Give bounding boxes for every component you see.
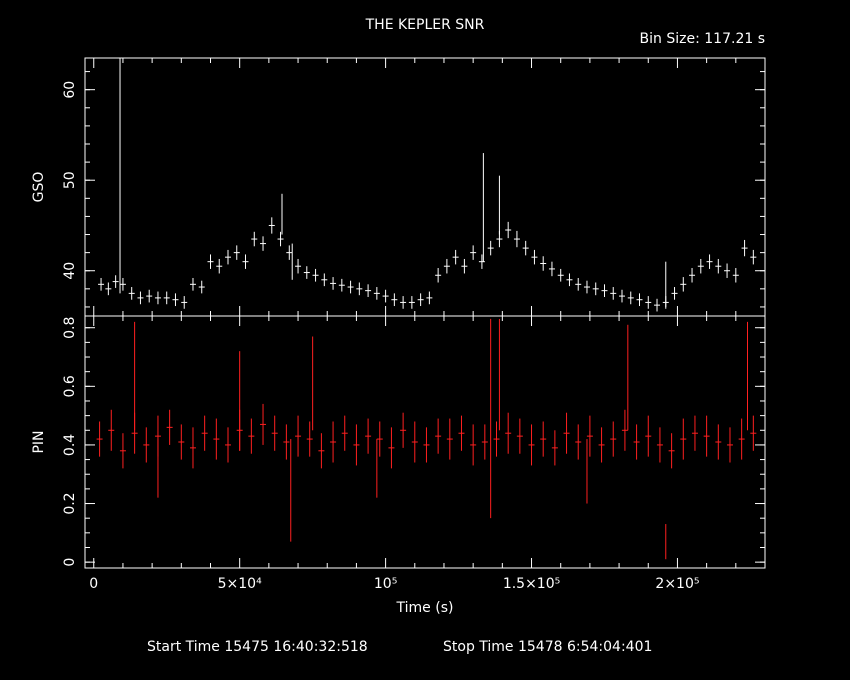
pin-panel: 0 0.2 0.4 0.6 0.8 PIN 0 5×10⁴ 10⁵ 1.5×10⁵ 2×10⁵ (31, 315, 766, 592)
y-tick-label: 50 (62, 171, 78, 189)
y-tick-label: 0.2 (62, 492, 78, 514)
stop-time-label: Stop Time 15478 6:54:04:401 (443, 639, 652, 655)
y-tick-label: 0.8 (62, 317, 78, 339)
undefined-axis-label: PIN (31, 430, 47, 453)
undefined-frame (84, 57, 766, 317)
y-tick-label: 0.4 (62, 434, 78, 456)
gso-panel: 40 50 60 GSO (31, 57, 766, 317)
x-tick-label: 1.5×10⁵ (503, 576, 560, 592)
start-time-label: Start Time 15475 16:40:32:518 (147, 639, 368, 655)
x-tick-label: 10⁵ (374, 576, 397, 592)
undefined-frame (84, 315, 766, 569)
undefined-axis-label: GSO (31, 172, 47, 203)
x-axis-label: Time (s) (396, 600, 454, 616)
bin-size-label: Bin Size: 117.21 s (640, 31, 765, 47)
y-tick-label: 60 (62, 81, 78, 99)
chart-title: THE KEPLER SNR (365, 17, 485, 33)
x-tick-label: 5×10⁴ (218, 576, 262, 592)
y-tick-label: 0 (62, 558, 78, 567)
x-tick-label: 0 (89, 576, 98, 592)
y-tick-label: 40 (62, 262, 78, 280)
y-tick-label: 0.6 (62, 375, 78, 397)
x-tick-label: 2×10⁵ (655, 576, 699, 592)
